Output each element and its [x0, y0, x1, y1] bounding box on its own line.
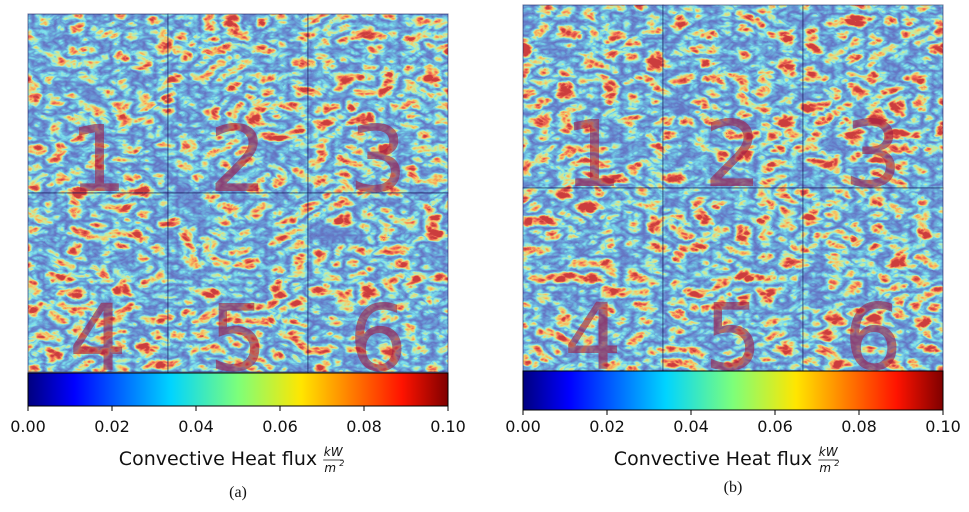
colorbar-tick-label: 0.10 — [925, 417, 961, 436]
heatmap-tile — [168, 193, 308, 372]
colorbar-label: Convective Heat flux — [614, 448, 812, 470]
heatmap-tile — [663, 188, 803, 371]
colorbar-tick-label: 0.04 — [178, 417, 214, 436]
colorbar-tick-label: 0.00 — [10, 417, 46, 436]
colorbar-tick-label: 0.02 — [94, 417, 130, 436]
heatmap-tile — [28, 14, 168, 193]
unit-exponent: 2 — [834, 459, 839, 468]
heatmap-tile — [523, 5, 663, 188]
heatmap-tile — [663, 5, 803, 188]
colorbar-tick-label: 0.04 — [673, 417, 709, 436]
heatmap-tile — [803, 188, 943, 371]
colorbar-tick-label: 0.08 — [841, 417, 877, 436]
caption: (b) — [724, 479, 743, 496]
colorbar — [27, 372, 449, 407]
unit-denominator: m — [324, 461, 336, 475]
unit-numerator: kW — [819, 445, 839, 459]
unit-numerator: kW — [324, 445, 344, 459]
colorbar-tick-label: 0.06 — [757, 417, 793, 436]
colorbar-tick-label: 0.10 — [430, 417, 466, 436]
caption: (a) — [229, 484, 247, 501]
colorbar-tick-label: 0.06 — [262, 417, 298, 436]
heatmap-tile — [308, 193, 448, 372]
heatmap-tile — [523, 188, 663, 371]
unit-exponent: 2 — [339, 459, 344, 468]
heatmap-tile — [803, 5, 943, 188]
colorbar-tick-label: 0.08 — [346, 417, 382, 436]
colorbar — [522, 370, 944, 411]
colorbar-tick-label: 0.00 — [505, 417, 541, 436]
colorbar-tick-label: 0.02 — [589, 417, 625, 436]
colorbar-label: Convective Heat flux — [119, 448, 317, 470]
heatmap-tile — [28, 193, 168, 372]
unit-denominator: m — [819, 461, 831, 475]
tile-border — [307, 192, 449, 373]
heatmap-tile — [308, 14, 448, 193]
heatmap-tile — [168, 14, 308, 193]
